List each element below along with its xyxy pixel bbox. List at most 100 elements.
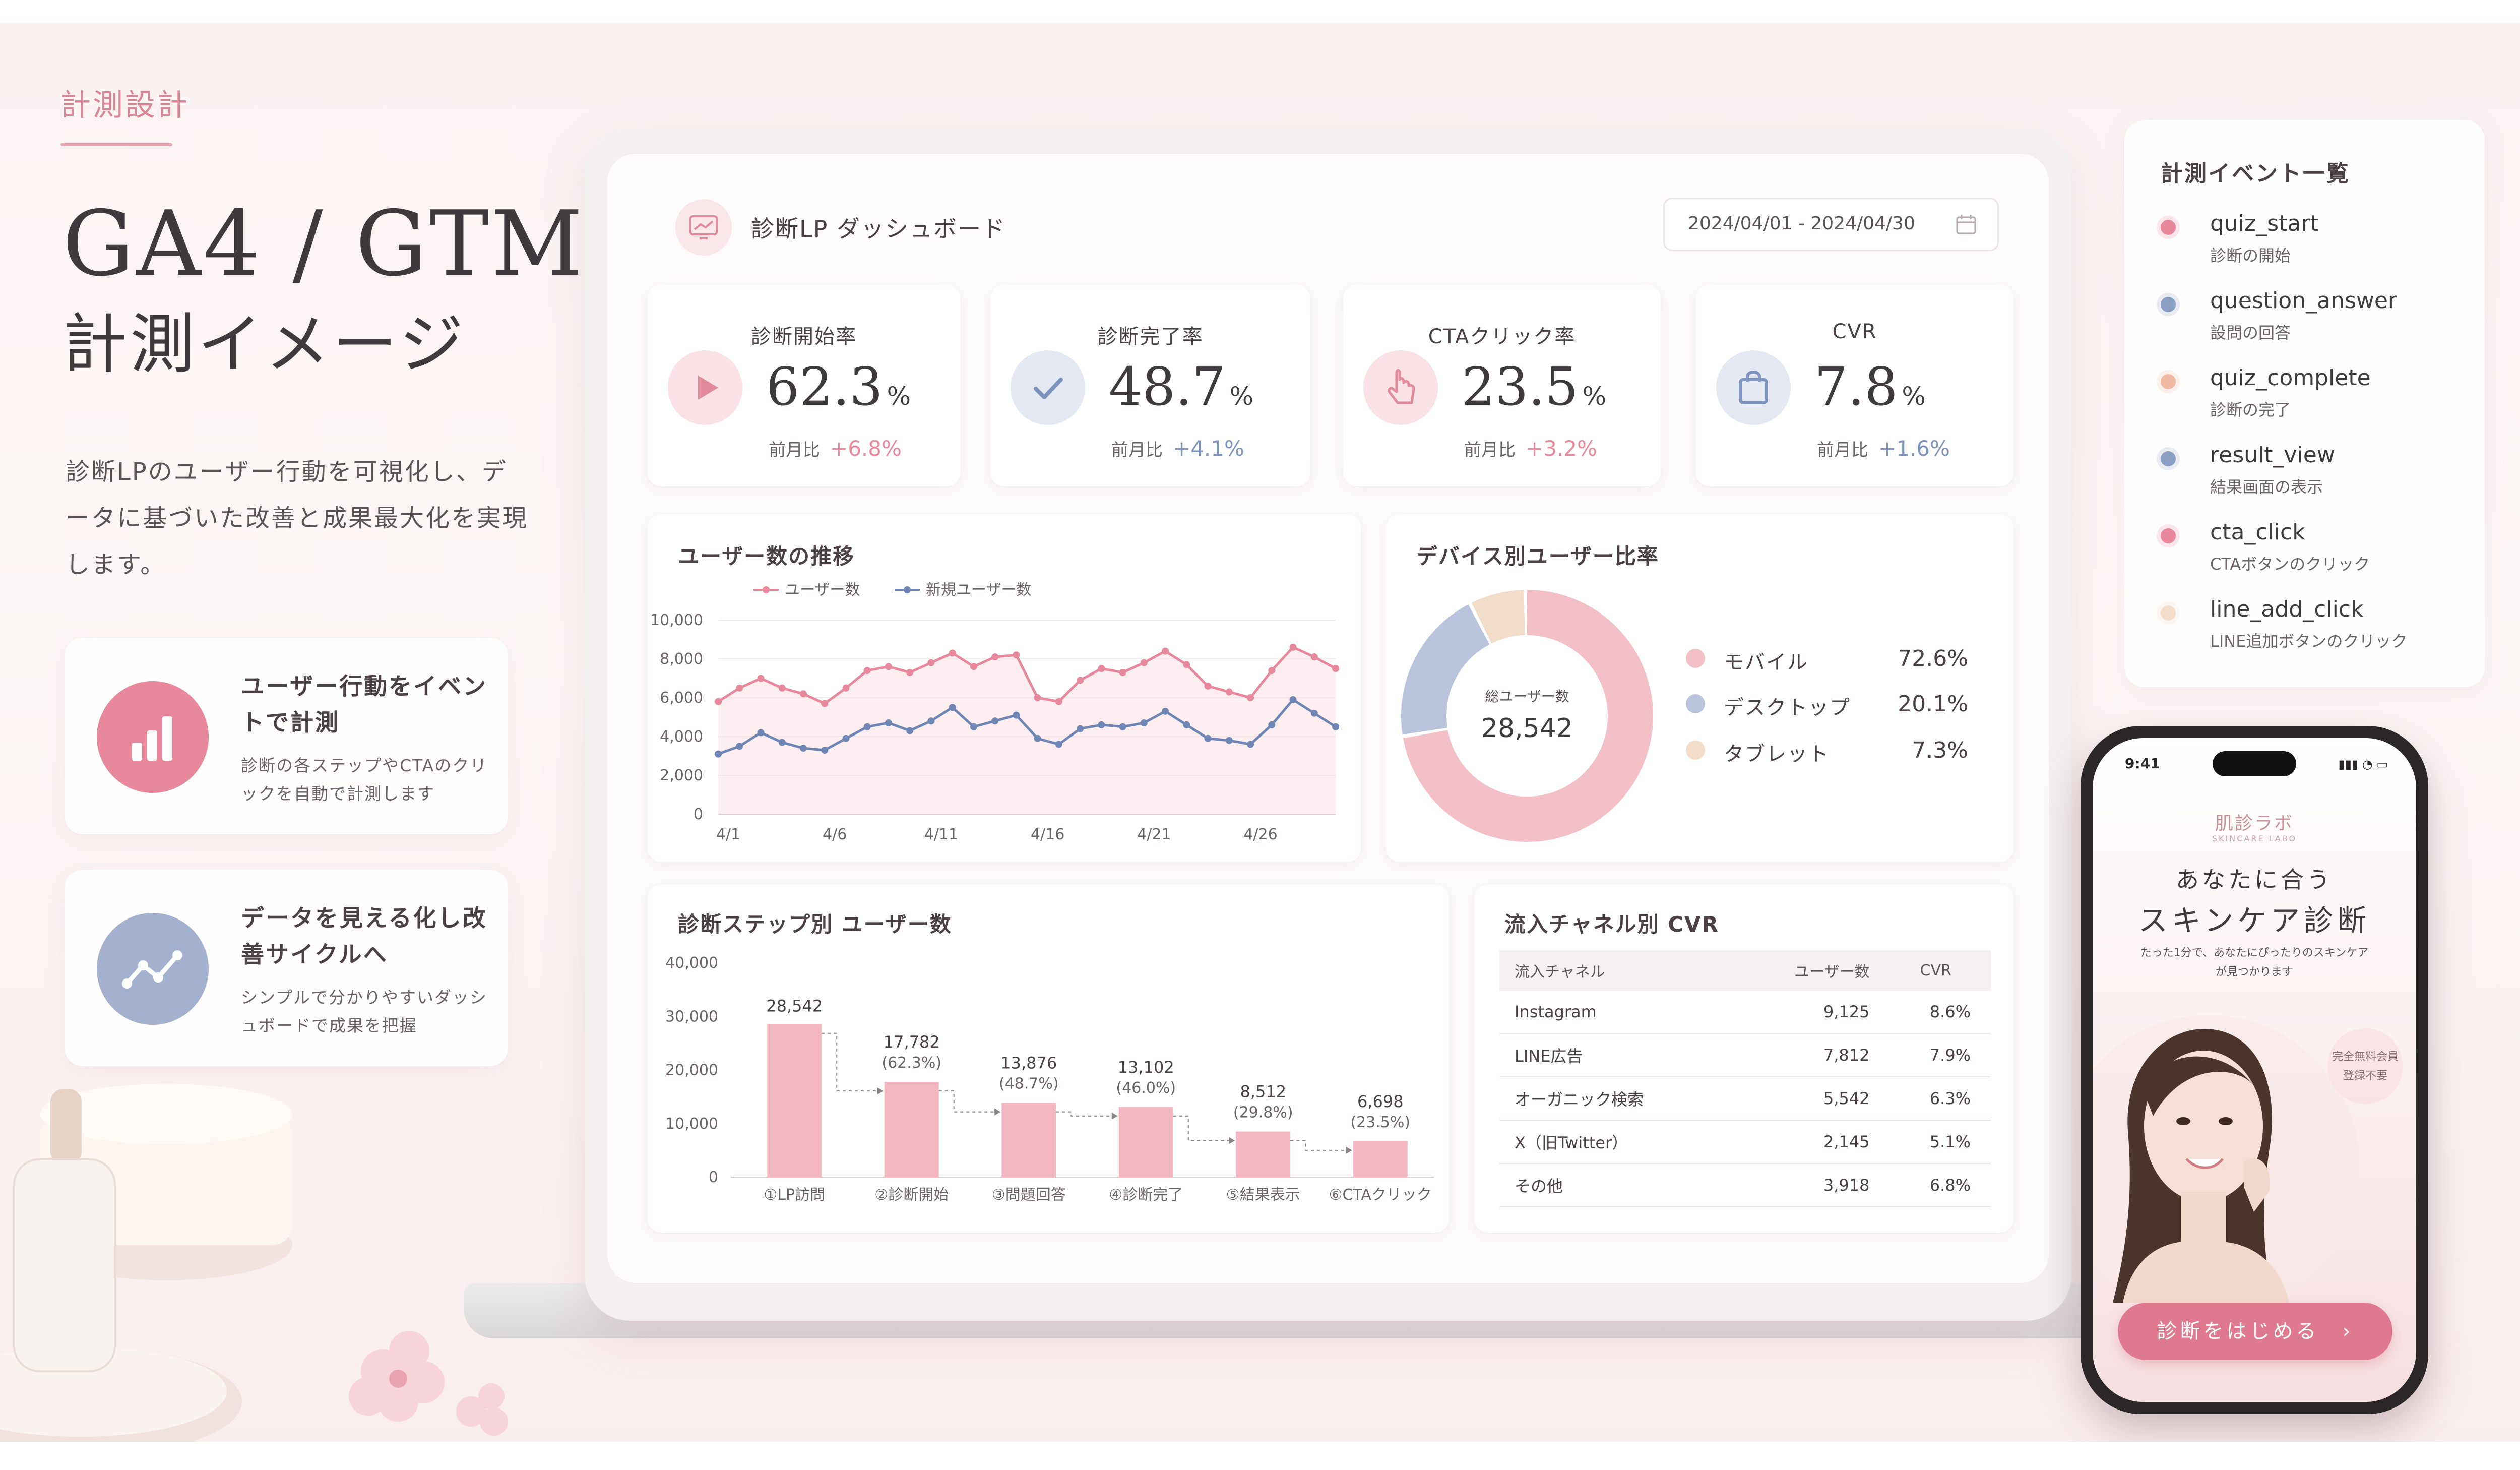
data-point: [927, 659, 935, 666]
feature-title: ユーザー行動をイベントで計測: [241, 672, 488, 736]
event-dot: [2161, 451, 2176, 466]
step-funnel-chart-card: 診断ステップ別 ユーザー数 0 10,000 20,000 30,000 40,000 2…: [648, 885, 1449, 1233]
data-point: [736, 743, 743, 750]
y-tick-label: 20,000: [665, 1062, 718, 1079]
x-tick-label: 4/6: [823, 826, 847, 843]
kpi-compare: 前月比 +1.6%: [1817, 436, 1950, 461]
data-point: [1225, 688, 1233, 696]
legend-value: 20.1%: [1898, 691, 1968, 717]
event-description: LINE追加ボタンのクリック: [2210, 632, 2408, 651]
event-item-cta-click: cta_click CTAボタンのクリック: [2161, 519, 2473, 595]
y-tick-label: 30,000: [665, 1008, 718, 1025]
cell-channel: その他: [1499, 1163, 1735, 1207]
feature-text: シンプルで分かりやすいダッシュボードで成果を把握: [241, 988, 488, 1035]
phone-copy: たった1分で、あなたにぴったりのスキンケアが見つかります: [2140, 947, 2369, 978]
data-point: [1332, 723, 1339, 730]
event-description: 設問の回答: [2210, 323, 2291, 342]
data-point: [1077, 725, 1084, 732]
data-point: [970, 723, 977, 730]
signal-battery-icon: ▮▮▮ ◔ ▭: [2338, 757, 2388, 771]
column-header: CVR: [1889, 950, 1991, 991]
table-row: オーガニック検索 5,542 6.3%: [1499, 1077, 1991, 1121]
bar: [1118, 1107, 1173, 1177]
kpi-card-quiz-complete-rate: 診断完了率 48.7% 前月比 +4.1%: [990, 285, 1310, 486]
bar: [1353, 1141, 1408, 1177]
data-point: [1055, 698, 1062, 705]
line-chart: 0 2,000 4,000 6,000 8,000 10,000 4/1 4/6 4/11 4/1…: [650, 581, 1339, 843]
legend-swatch: [1686, 741, 1705, 760]
bar: [767, 1024, 822, 1177]
data-point: [842, 734, 850, 742]
legend-row-mobile: モバイル 72.6%: [1686, 643, 1968, 674]
legend-label: タブレット: [1724, 743, 1830, 766]
funnel-connector: [822, 1032, 880, 1092]
date-range-picker[interactable]: 2024/04/01 - 2024/04/30: [1663, 198, 1999, 251]
data-point: [1289, 696, 1297, 703]
event-name: cta_click: [2210, 519, 2305, 545]
table-row: LINE広告 7,812 7.9%: [1499, 1033, 1991, 1077]
x-tick-label: 4/26: [1243, 826, 1277, 843]
cell-users: 3,918: [1734, 1163, 1890, 1207]
data-point: [1289, 643, 1297, 651]
data-point: [715, 698, 722, 705]
channel-table: 流入チャネル ユーザー数 CVR Instagram 9,125 8.6% LI…: [1499, 950, 1991, 1207]
phone-headline-1: あなたに合う: [2176, 866, 2333, 893]
data-point: [1034, 694, 1041, 701]
data-point: [949, 704, 956, 711]
bar: [1236, 1131, 1291, 1177]
top-border: [0, 0, 2520, 23]
data-point: [885, 663, 892, 670]
legend-swatch: [1686, 694, 1705, 713]
data-point: [1183, 661, 1190, 668]
y-tick-label: 40,000: [665, 954, 718, 972]
bar-value-label: 6,698: [1357, 1092, 1404, 1111]
legend-label: 新規ユーザー数: [926, 581, 1031, 599]
chart-title: デバイス別ユーザー比率: [1416, 544, 1659, 569]
legend-marker: [904, 586, 911, 593]
feature-card-improvement-cycle: データを見える化し改善サイクルへ シンプルで分かりやすいダッシュボードで成果を把…: [65, 870, 508, 1066]
calendar-icon: [1956, 215, 1976, 234]
cell-users: 5,542: [1734, 1077, 1890, 1121]
data-point: [1162, 647, 1169, 655]
series-area: [718, 647, 1336, 814]
connector-arrow-icon: [994, 1108, 1001, 1116]
phone-headline-2: スキンケア診断: [2138, 903, 2371, 938]
data-point: [1183, 721, 1190, 728]
x-tick-label: 4/16: [1031, 826, 1064, 843]
data-point: [1034, 734, 1041, 742]
y-tick-label: 8,000: [660, 650, 703, 668]
kpi-card-quiz-start-rate: 診断開始率 62.3% 前月比 +6.8%: [648, 285, 960, 486]
data-point: [1204, 682, 1212, 690]
data-point: [1332, 665, 1339, 672]
data-point: [863, 723, 871, 730]
eyebrow-underline: [60, 143, 172, 146]
data-point: [799, 690, 807, 698]
connector-arrow-icon: [1111, 1112, 1118, 1120]
data-point: [1310, 653, 1318, 661]
cell-cvr: 7.9%: [1889, 1033, 1991, 1077]
data-point: [821, 700, 829, 707]
donut-center-value: 28,542: [1481, 713, 1573, 744]
event-name: line_add_click: [2210, 596, 2364, 622]
kpi-compare: 前月比 +6.8%: [769, 436, 902, 461]
data-point: [1162, 707, 1169, 715]
event-name: quiz_start: [2210, 211, 2319, 236]
feature-title: データを見える化し改善サイクルへ: [241, 904, 487, 968]
event-description: 診断の完了: [2210, 400, 2291, 419]
data-point: [991, 717, 999, 725]
table-title: 流入チャネル別 CVR: [1504, 912, 1719, 937]
data-point: [1013, 711, 1020, 719]
data-point: [1055, 741, 1062, 748]
column-header: ユーザー数: [1734, 950, 1890, 991]
event-dot: [2161, 297, 2176, 312]
data-point: [1119, 723, 1126, 730]
column-header: 流入チャネル: [1499, 950, 1735, 991]
start-quiz-button[interactable]: 診断をはじめる ›: [2118, 1303, 2392, 1360]
cell-cvr: 5.1%: [1889, 1120, 1991, 1164]
event-list-title: 計測イベント一覧: [2161, 161, 2350, 187]
kpi-value: 62.3%: [766, 356, 911, 417]
funnel-connector: [938, 1090, 998, 1113]
legend-value: 7.3%: [1912, 738, 1968, 763]
data-point: [949, 649, 956, 657]
series-line-1: [717, 646, 1337, 705]
